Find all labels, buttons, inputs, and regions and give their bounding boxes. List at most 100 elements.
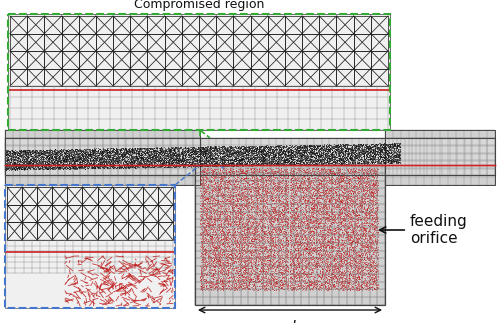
Point: [274, 149, 281, 154]
Point: [365, 251, 373, 256]
Point: [305, 159, 313, 164]
Point: [284, 159, 292, 164]
Point: [366, 156, 374, 161]
Point: [281, 186, 289, 192]
Point: [138, 163, 145, 168]
Point: [140, 159, 148, 164]
Point: [238, 156, 246, 162]
Point: [24, 159, 32, 164]
Point: [296, 144, 304, 149]
Point: [116, 162, 124, 167]
Point: [366, 230, 374, 235]
Point: [237, 232, 245, 237]
Point: [74, 155, 82, 160]
Point: [306, 220, 314, 225]
Point: [6, 152, 14, 157]
Point: [252, 160, 260, 165]
Point: [230, 215, 238, 220]
Point: [250, 168, 258, 173]
Point: [284, 217, 292, 223]
Point: [236, 226, 244, 231]
Point: [392, 156, 400, 161]
Point: [334, 193, 342, 198]
Point: [354, 269, 362, 274]
Point: [312, 158, 320, 163]
Point: [352, 205, 360, 211]
Point: [208, 233, 216, 238]
Point: [120, 151, 128, 156]
Point: [245, 162, 253, 167]
Point: [234, 219, 242, 224]
Point: [269, 162, 277, 167]
Point: [66, 147, 74, 152]
Point: [238, 224, 246, 229]
Point: [368, 193, 376, 198]
Point: [219, 243, 227, 248]
Point: [268, 239, 276, 244]
Point: [205, 191, 213, 196]
Point: [256, 158, 264, 163]
Point: [325, 153, 333, 158]
Point: [116, 158, 124, 163]
Point: [336, 196, 344, 202]
Point: [271, 183, 279, 188]
Point: [326, 178, 334, 183]
Point: [24, 161, 32, 166]
Point: [118, 145, 126, 151]
Point: [309, 217, 317, 222]
Point: [80, 164, 88, 169]
Point: [335, 157, 343, 162]
Point: [310, 166, 318, 171]
Point: [268, 147, 276, 152]
Point: [262, 221, 270, 226]
Point: [238, 250, 246, 255]
Point: [320, 165, 328, 171]
Point: [346, 224, 354, 230]
Point: [31, 163, 39, 169]
Point: [314, 150, 322, 155]
Point: [206, 152, 214, 158]
Point: [254, 210, 262, 215]
Point: [376, 156, 384, 161]
Point: [308, 149, 316, 154]
Point: [211, 203, 219, 208]
Point: [314, 224, 322, 230]
Point: [244, 154, 252, 159]
Point: [236, 186, 244, 191]
Point: [352, 146, 360, 151]
Point: [258, 257, 266, 262]
Point: [204, 237, 212, 242]
Point: [316, 148, 324, 153]
Point: [229, 197, 237, 202]
Point: [198, 268, 205, 274]
Point: [290, 194, 298, 199]
Point: [332, 198, 340, 203]
Point: [246, 249, 254, 255]
Point: [111, 150, 119, 155]
Point: [367, 234, 375, 239]
Point: [206, 198, 214, 203]
Point: [301, 225, 309, 230]
Point: [332, 205, 340, 210]
Point: [122, 160, 130, 165]
Point: [284, 206, 292, 212]
Point: [272, 280, 280, 286]
Point: [346, 263, 354, 268]
Point: [244, 200, 252, 205]
Point: [192, 154, 200, 159]
Point: [346, 168, 354, 173]
Point: [232, 162, 240, 167]
Point: [239, 167, 247, 172]
Point: [242, 201, 250, 206]
Point: [230, 252, 238, 257]
Point: [308, 153, 316, 159]
Point: [286, 197, 294, 203]
Point: [66, 157, 74, 162]
Point: [76, 152, 84, 158]
Point: [178, 151, 186, 157]
Point: [237, 231, 245, 236]
Point: [290, 144, 298, 150]
Point: [204, 207, 212, 212]
Point: [196, 146, 204, 151]
Point: [230, 229, 238, 234]
